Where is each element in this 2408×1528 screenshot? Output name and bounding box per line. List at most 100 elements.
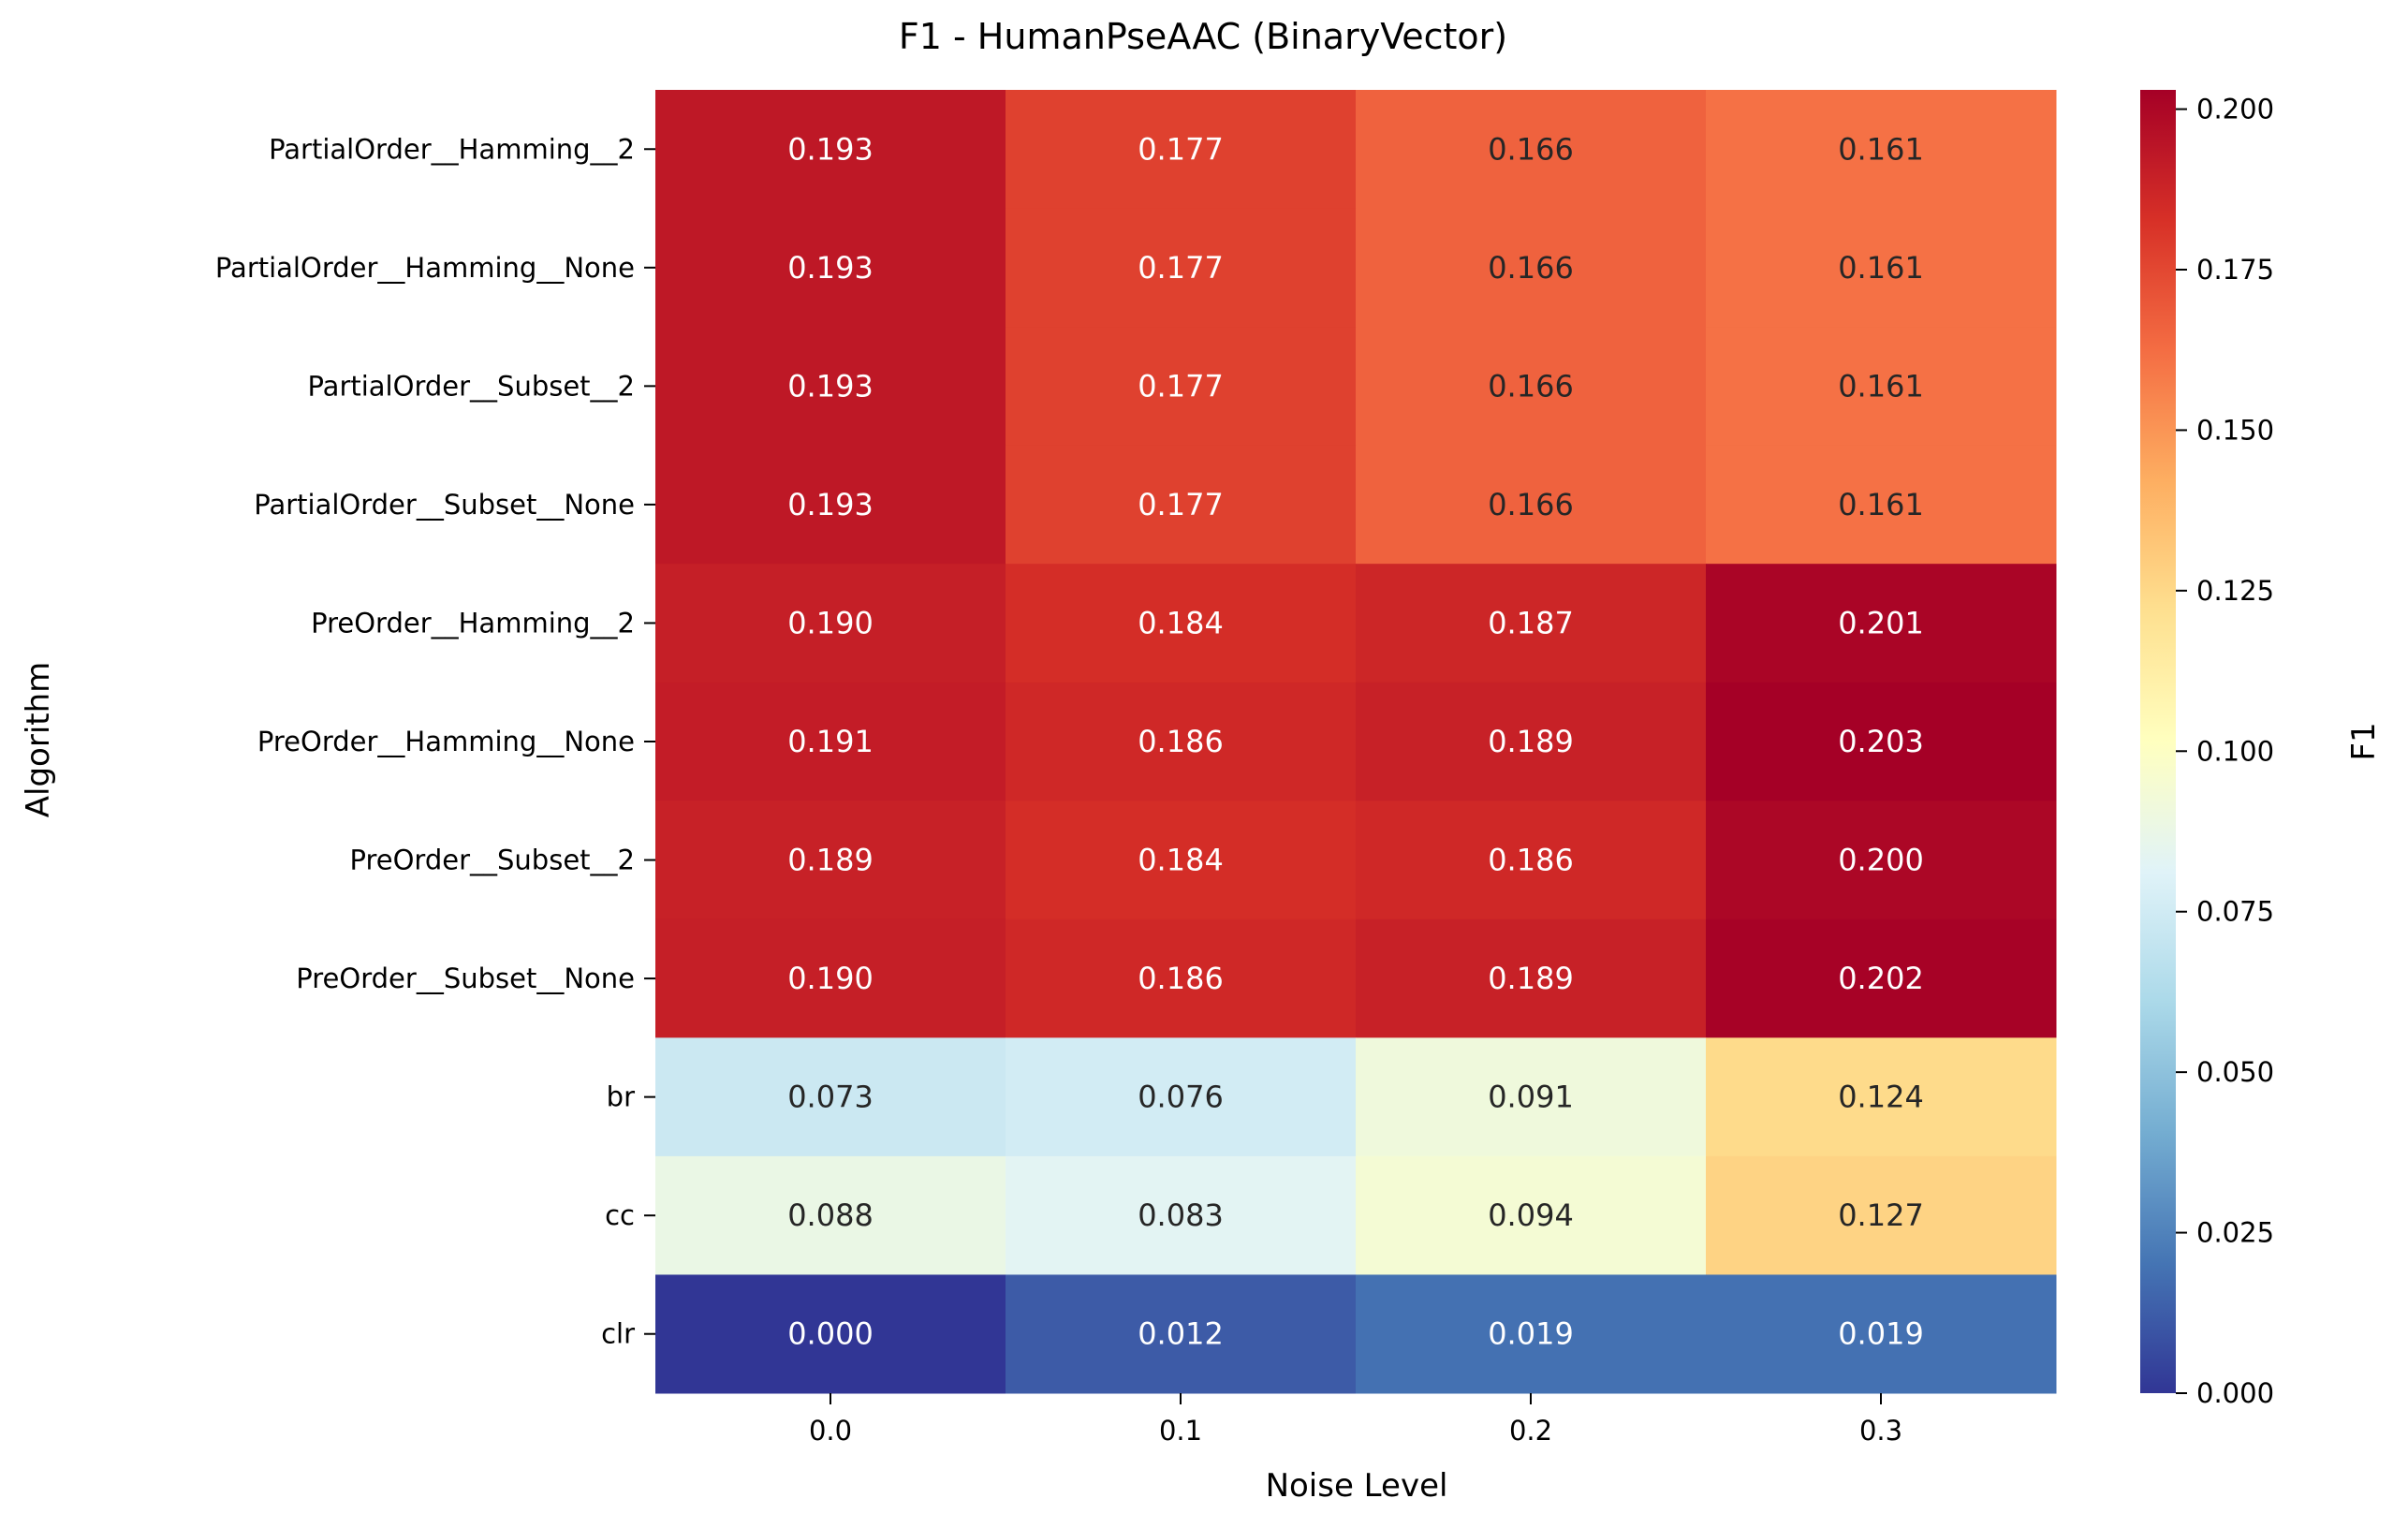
cell-value-label: 0.187	[1488, 605, 1574, 640]
heatmap-cell	[1006, 682, 1357, 801]
colorbar-tick-label: 0.175	[2196, 254, 2274, 286]
y-tick-label: PreOrder__Subset__None	[296, 962, 635, 994]
heatmap-cell	[1006, 1037, 1357, 1157]
heatmap-cell	[655, 445, 1006, 565]
heatmap-cell	[1706, 1274, 2057, 1394]
cell-value-label: 0.091	[1488, 1080, 1574, 1115]
heatmap-cell	[1706, 682, 2057, 801]
heatmap-cell	[655, 1037, 1006, 1157]
cell-value-label: 0.166	[1488, 487, 1574, 522]
cell-value-label: 0.019	[1488, 1316, 1574, 1352]
heatmap-cell	[1706, 918, 2057, 1038]
cell-value-label: 0.076	[1138, 1080, 1224, 1115]
y-tick-label: br	[607, 1081, 635, 1113]
heatmap-cell	[1706, 445, 2057, 565]
cell-value-label: 0.190	[787, 605, 874, 640]
cell-value-label: 0.186	[1138, 961, 1224, 996]
colorbar-tick-label: 0.000	[2196, 1377, 2274, 1409]
chart-title: F1 - HumanPseAAC (BinaryVector)	[899, 16, 1507, 57]
y-tick-label: PreOrder__Hamming__None	[257, 726, 635, 757]
x-tick-label: 0.3	[1859, 1415, 1902, 1447]
heatmap-cell	[655, 1274, 1006, 1394]
heatmap-cell	[1356, 208, 1707, 328]
x-tick-label: 0.0	[809, 1415, 852, 1447]
x-axis-ticks: 0.0 0.1 0.2 0.3	[809, 1393, 1902, 1447]
heatmap-cell	[1356, 564, 1707, 683]
colorbar-ticks: 0.000 0.025 0.050 0.075 0.100 0.125 0.150 0.175…	[2176, 94, 2274, 1409]
colorbar-tick-label: 0.200	[2196, 94, 2274, 125]
heatmap-cell	[1006, 1155, 1357, 1275]
heatmap-cell	[1006, 564, 1357, 683]
heatmap-cell	[1356, 90, 1707, 210]
cell-value-label: 0.191	[787, 724, 874, 759]
cell-value-label: 0.190	[787, 961, 874, 996]
colorbar-tick-label: 0.050	[2196, 1056, 2274, 1088]
heatmap-cell	[1006, 918, 1357, 1038]
cell-value-label: 0.202	[1838, 961, 1924, 996]
heatmap-cell	[655, 801, 1006, 920]
heatmap-cell	[1706, 1037, 2057, 1157]
heatmap-cell	[1006, 1274, 1357, 1394]
cell-value-label: 0.177	[1138, 131, 1224, 167]
cell-value-label: 0.203	[1838, 724, 1924, 759]
heatmap-cell	[655, 682, 1006, 801]
y-tick-label: cc	[605, 1199, 635, 1231]
heatmap-cell	[655, 564, 1006, 683]
y-tick-label: PartialOrder__Subset__2	[307, 370, 635, 402]
y-tick-label: clr	[601, 1318, 635, 1350]
cell-value-label: 0.166	[1488, 250, 1574, 286]
y-tick-label: PreOrder__Subset__2	[350, 845, 636, 876]
cell-value-label: 0.177	[1138, 487, 1224, 522]
heatmap-cell	[1006, 801, 1357, 920]
heatmap-cell	[1006, 208, 1357, 328]
heatmap-cell	[1706, 801, 2057, 920]
x-tick-label: 0.2	[1509, 1415, 1552, 1447]
cell-value-label: 0.189	[1488, 961, 1574, 996]
heatmap-cell	[655, 208, 1006, 328]
heatmap-cells: 0.193 0.177 0.166 0.161 0.193 0.177 0.166 0.161…	[655, 90, 2057, 1394]
heatmap-cell	[1006, 90, 1357, 210]
cell-value-label: 0.184	[1138, 605, 1224, 640]
heatmap-cell	[1356, 1155, 1707, 1275]
cell-value-label: 0.019	[1838, 1316, 1924, 1352]
cell-value-label: 0.193	[787, 250, 874, 286]
heatmap-cell	[1356, 1037, 1707, 1157]
cell-value-label: 0.189	[787, 843, 874, 878]
colorbar-tick-label: 0.100	[2196, 735, 2274, 767]
cell-value-label: 0.186	[1488, 843, 1574, 878]
colorbar-gradient	[2140, 90, 2176, 1393]
heatmap-cell	[1706, 1155, 2057, 1275]
y-tick-label: PartialOrder__Hamming__None	[215, 252, 635, 284]
heatmap-cell	[1356, 801, 1707, 920]
x-axis-label: Noise Level	[1266, 1467, 1448, 1505]
cell-value-label: 0.124	[1838, 1080, 1924, 1115]
heatmap-cell	[1706, 327, 2057, 447]
heatmap-cell	[1006, 445, 1357, 565]
cell-value-label: 0.166	[1488, 368, 1574, 404]
y-tick-label: PreOrder__Hamming__2	[311, 607, 635, 639]
colorbar: 0.000 0.025 0.050 0.075 0.100 0.125 0.150 0.175…	[2140, 90, 2383, 1409]
heatmap-cell	[1356, 327, 1707, 447]
cell-value-label: 0.012	[1138, 1316, 1224, 1352]
cell-value-label: 0.161	[1838, 131, 1924, 167]
cell-value-label: 0.184	[1138, 843, 1224, 878]
cell-value-label: 0.094	[1488, 1197, 1574, 1233]
cell-value-label: 0.166	[1488, 131, 1574, 167]
heatmap-cell	[1356, 1274, 1707, 1394]
cell-value-label: 0.189	[1488, 724, 1574, 759]
cell-value-label: 0.177	[1138, 368, 1224, 404]
x-tick-label: 0.1	[1159, 1415, 1202, 1447]
heatmap-cell	[1706, 90, 2057, 210]
cell-value-label: 0.177	[1138, 250, 1224, 286]
cell-value-label: 0.161	[1838, 368, 1924, 404]
cell-value-label: 0.083	[1138, 1197, 1224, 1233]
heatmap-cell	[1356, 682, 1707, 801]
cell-value-label: 0.193	[787, 368, 874, 404]
heatmap-cell	[1356, 918, 1707, 1038]
colorbar-tick-label: 0.075	[2196, 896, 2274, 928]
y-axis-ticks: PartialOrder__Hamming__2 PartialOrder__Ha…	[215, 133, 655, 1350]
cell-value-label: 0.193	[787, 131, 874, 167]
heatmap-cell	[655, 327, 1006, 447]
cell-value-label: 0.073	[787, 1080, 874, 1115]
